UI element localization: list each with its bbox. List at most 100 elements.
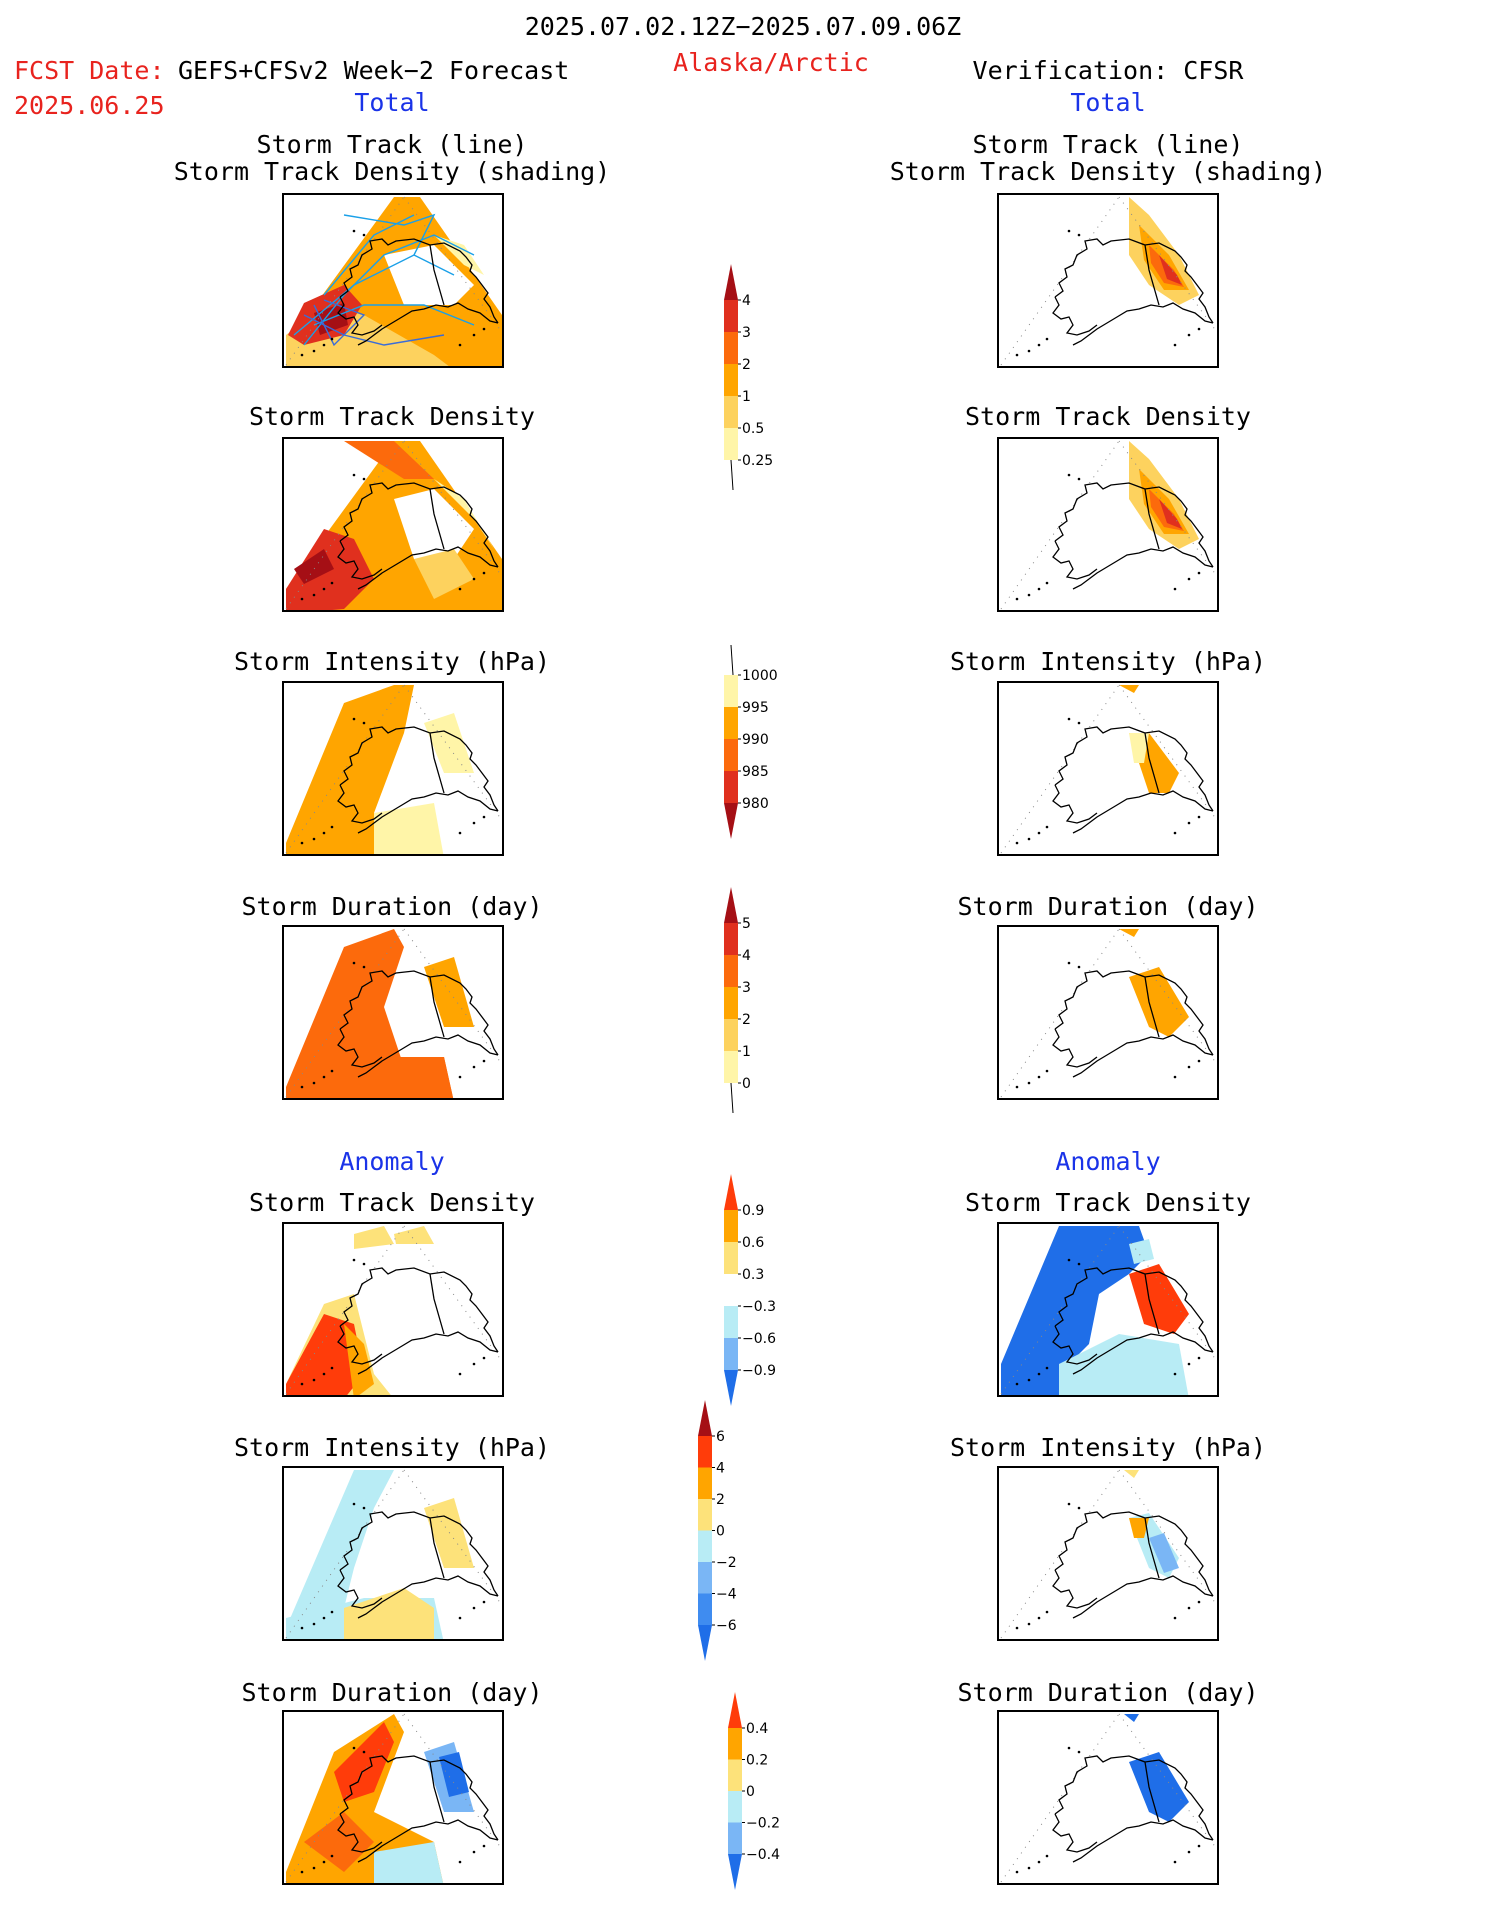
coastline bbox=[357, 546, 499, 590]
map-cfsr-density-anomaly bbox=[997, 1222, 1219, 1397]
coastline bbox=[1072, 302, 1214, 346]
colorbar-top-tail bbox=[730, 644, 734, 676]
colorbar-tick-label: 0.3 bbox=[742, 1267, 764, 1283]
colorbar-tick-label: 995 bbox=[742, 700, 769, 716]
island bbox=[1187, 1606, 1191, 1610]
island bbox=[312, 837, 316, 841]
coastline bbox=[1052, 1325, 1098, 1365]
colorbar-tick-label: 1 bbox=[742, 1044, 751, 1060]
island bbox=[482, 571, 486, 575]
map-forecast-intensity bbox=[282, 681, 504, 856]
coastline bbox=[429, 488, 445, 550]
colorbar-tick-label: −0.2 bbox=[746, 1816, 780, 1832]
shaded-region bbox=[344, 1324, 374, 1395]
storm-track-line bbox=[313, 299, 366, 347]
verification-label: Verification: CFSR bbox=[972, 56, 1244, 85]
colorbar-anomaly-intensity: 6 4 2 0 −2 −4 −6 bbox=[698, 1400, 737, 1661]
colorbar-segment bbox=[724, 771, 738, 803]
island bbox=[1037, 1616, 1041, 1620]
colorbar-top-arrow bbox=[728, 1692, 742, 1728]
island bbox=[330, 825, 334, 829]
island bbox=[330, 1069, 334, 1073]
colorbar-total-density: 4 3 2 1 0.5 0.25 bbox=[724, 264, 773, 491]
colorbar-tick-label: −0.3 bbox=[742, 1299, 776, 1315]
projection-edge bbox=[403, 440, 502, 578]
projection-edge bbox=[1000, 440, 1120, 610]
right-anomaly-heading: Anomaly bbox=[1055, 1147, 1161, 1176]
colorbar-tick-label: −4 bbox=[716, 1587, 737, 1603]
colorbar-segment bbox=[724, 955, 738, 987]
projection-edge bbox=[1118, 1225, 1217, 1363]
shaded-region bbox=[1129, 1518, 1149, 1538]
map-forecast-track-density-lines bbox=[282, 193, 504, 368]
colorbar-segment bbox=[698, 1530, 712, 1562]
colorbar-bottom-tail bbox=[730, 1082, 734, 1114]
projection-edge bbox=[1118, 684, 1217, 822]
coastline bbox=[1144, 976, 1160, 1038]
colorbar-segment bbox=[698, 1436, 712, 1468]
coastline bbox=[1144, 1273, 1160, 1335]
colorbar-segment bbox=[724, 1338, 738, 1370]
map-forecast-track-density bbox=[282, 437, 504, 612]
shaded-region bbox=[344, 441, 434, 479]
panel-title: Storm Track Density bbox=[965, 402, 1251, 431]
shaded-region bbox=[1129, 1752, 1189, 1822]
coastline bbox=[1054, 1511, 1214, 1597]
island bbox=[312, 1622, 316, 1626]
shaded-region bbox=[1139, 225, 1189, 290]
shaded-region bbox=[1129, 1264, 1189, 1334]
shaded-region bbox=[414, 549, 474, 599]
coastline bbox=[1072, 1819, 1214, 1863]
map-forecast-intensity-anomaly bbox=[282, 1466, 504, 1641]
island bbox=[1197, 571, 1201, 575]
coastline bbox=[1144, 1517, 1160, 1579]
island bbox=[1077, 965, 1081, 969]
colorbar-tick-label: 5 bbox=[742, 916, 751, 932]
coastline bbox=[357, 1575, 499, 1619]
island bbox=[1045, 581, 1049, 585]
shaded-region bbox=[1119, 685, 1139, 693]
map-forecast-duration-anomaly bbox=[282, 1710, 504, 1885]
fcst-date-label: FCST Date: bbox=[14, 56, 165, 85]
coastline bbox=[1054, 482, 1214, 568]
panel-title: Storm Track Density bbox=[965, 1188, 1251, 1217]
island bbox=[1027, 1866, 1031, 1870]
fcst-date-value: 2025.06.25 bbox=[14, 91, 165, 120]
island bbox=[472, 1606, 476, 1610]
island bbox=[1197, 815, 1201, 819]
colorbar-segment bbox=[728, 1822, 742, 1854]
colorbar-tick-label: 3 bbox=[742, 325, 751, 341]
right-total-heading: Total bbox=[1070, 88, 1146, 117]
coastline bbox=[1072, 790, 1214, 834]
region-label: Alaska/Arctic bbox=[673, 48, 869, 77]
island bbox=[1045, 1610, 1049, 1614]
colorbar-tick-label: 0.9 bbox=[742, 1203, 764, 1219]
fcst-model: GEFS+CFSv2 Week−2 Forecast bbox=[178, 56, 570, 85]
colorbar-tick-label: 2 bbox=[716, 1492, 725, 1508]
island bbox=[312, 1378, 316, 1382]
colorbar-tick-label: −6 bbox=[716, 1618, 737, 1634]
coastline bbox=[337, 296, 383, 336]
colorbar-tick-label: 4 bbox=[742, 948, 751, 964]
colorbar-segment bbox=[724, 1274, 738, 1306]
colorbar-tick-label: 0 bbox=[742, 1076, 751, 1092]
coastline bbox=[337, 540, 383, 580]
colorbar-top-arrow bbox=[724, 887, 738, 923]
island bbox=[482, 1844, 486, 1848]
island bbox=[1187, 1065, 1191, 1069]
island bbox=[1037, 1372, 1041, 1376]
shaded-region bbox=[424, 1498, 474, 1568]
storm-track-line bbox=[343, 213, 436, 256]
island bbox=[472, 333, 476, 337]
panel-title: Storm Track Density (shading) bbox=[889, 157, 1327, 186]
island bbox=[300, 1870, 304, 1874]
coastline bbox=[429, 1761, 445, 1823]
coastline bbox=[337, 1813, 383, 1853]
colorbar-segment bbox=[724, 396, 738, 428]
shaded-region bbox=[394, 489, 474, 559]
island bbox=[330, 581, 334, 585]
projection-edge bbox=[1118, 1469, 1217, 1607]
island bbox=[1015, 597, 1019, 601]
coastline bbox=[1072, 1575, 1214, 1619]
island bbox=[322, 343, 326, 347]
